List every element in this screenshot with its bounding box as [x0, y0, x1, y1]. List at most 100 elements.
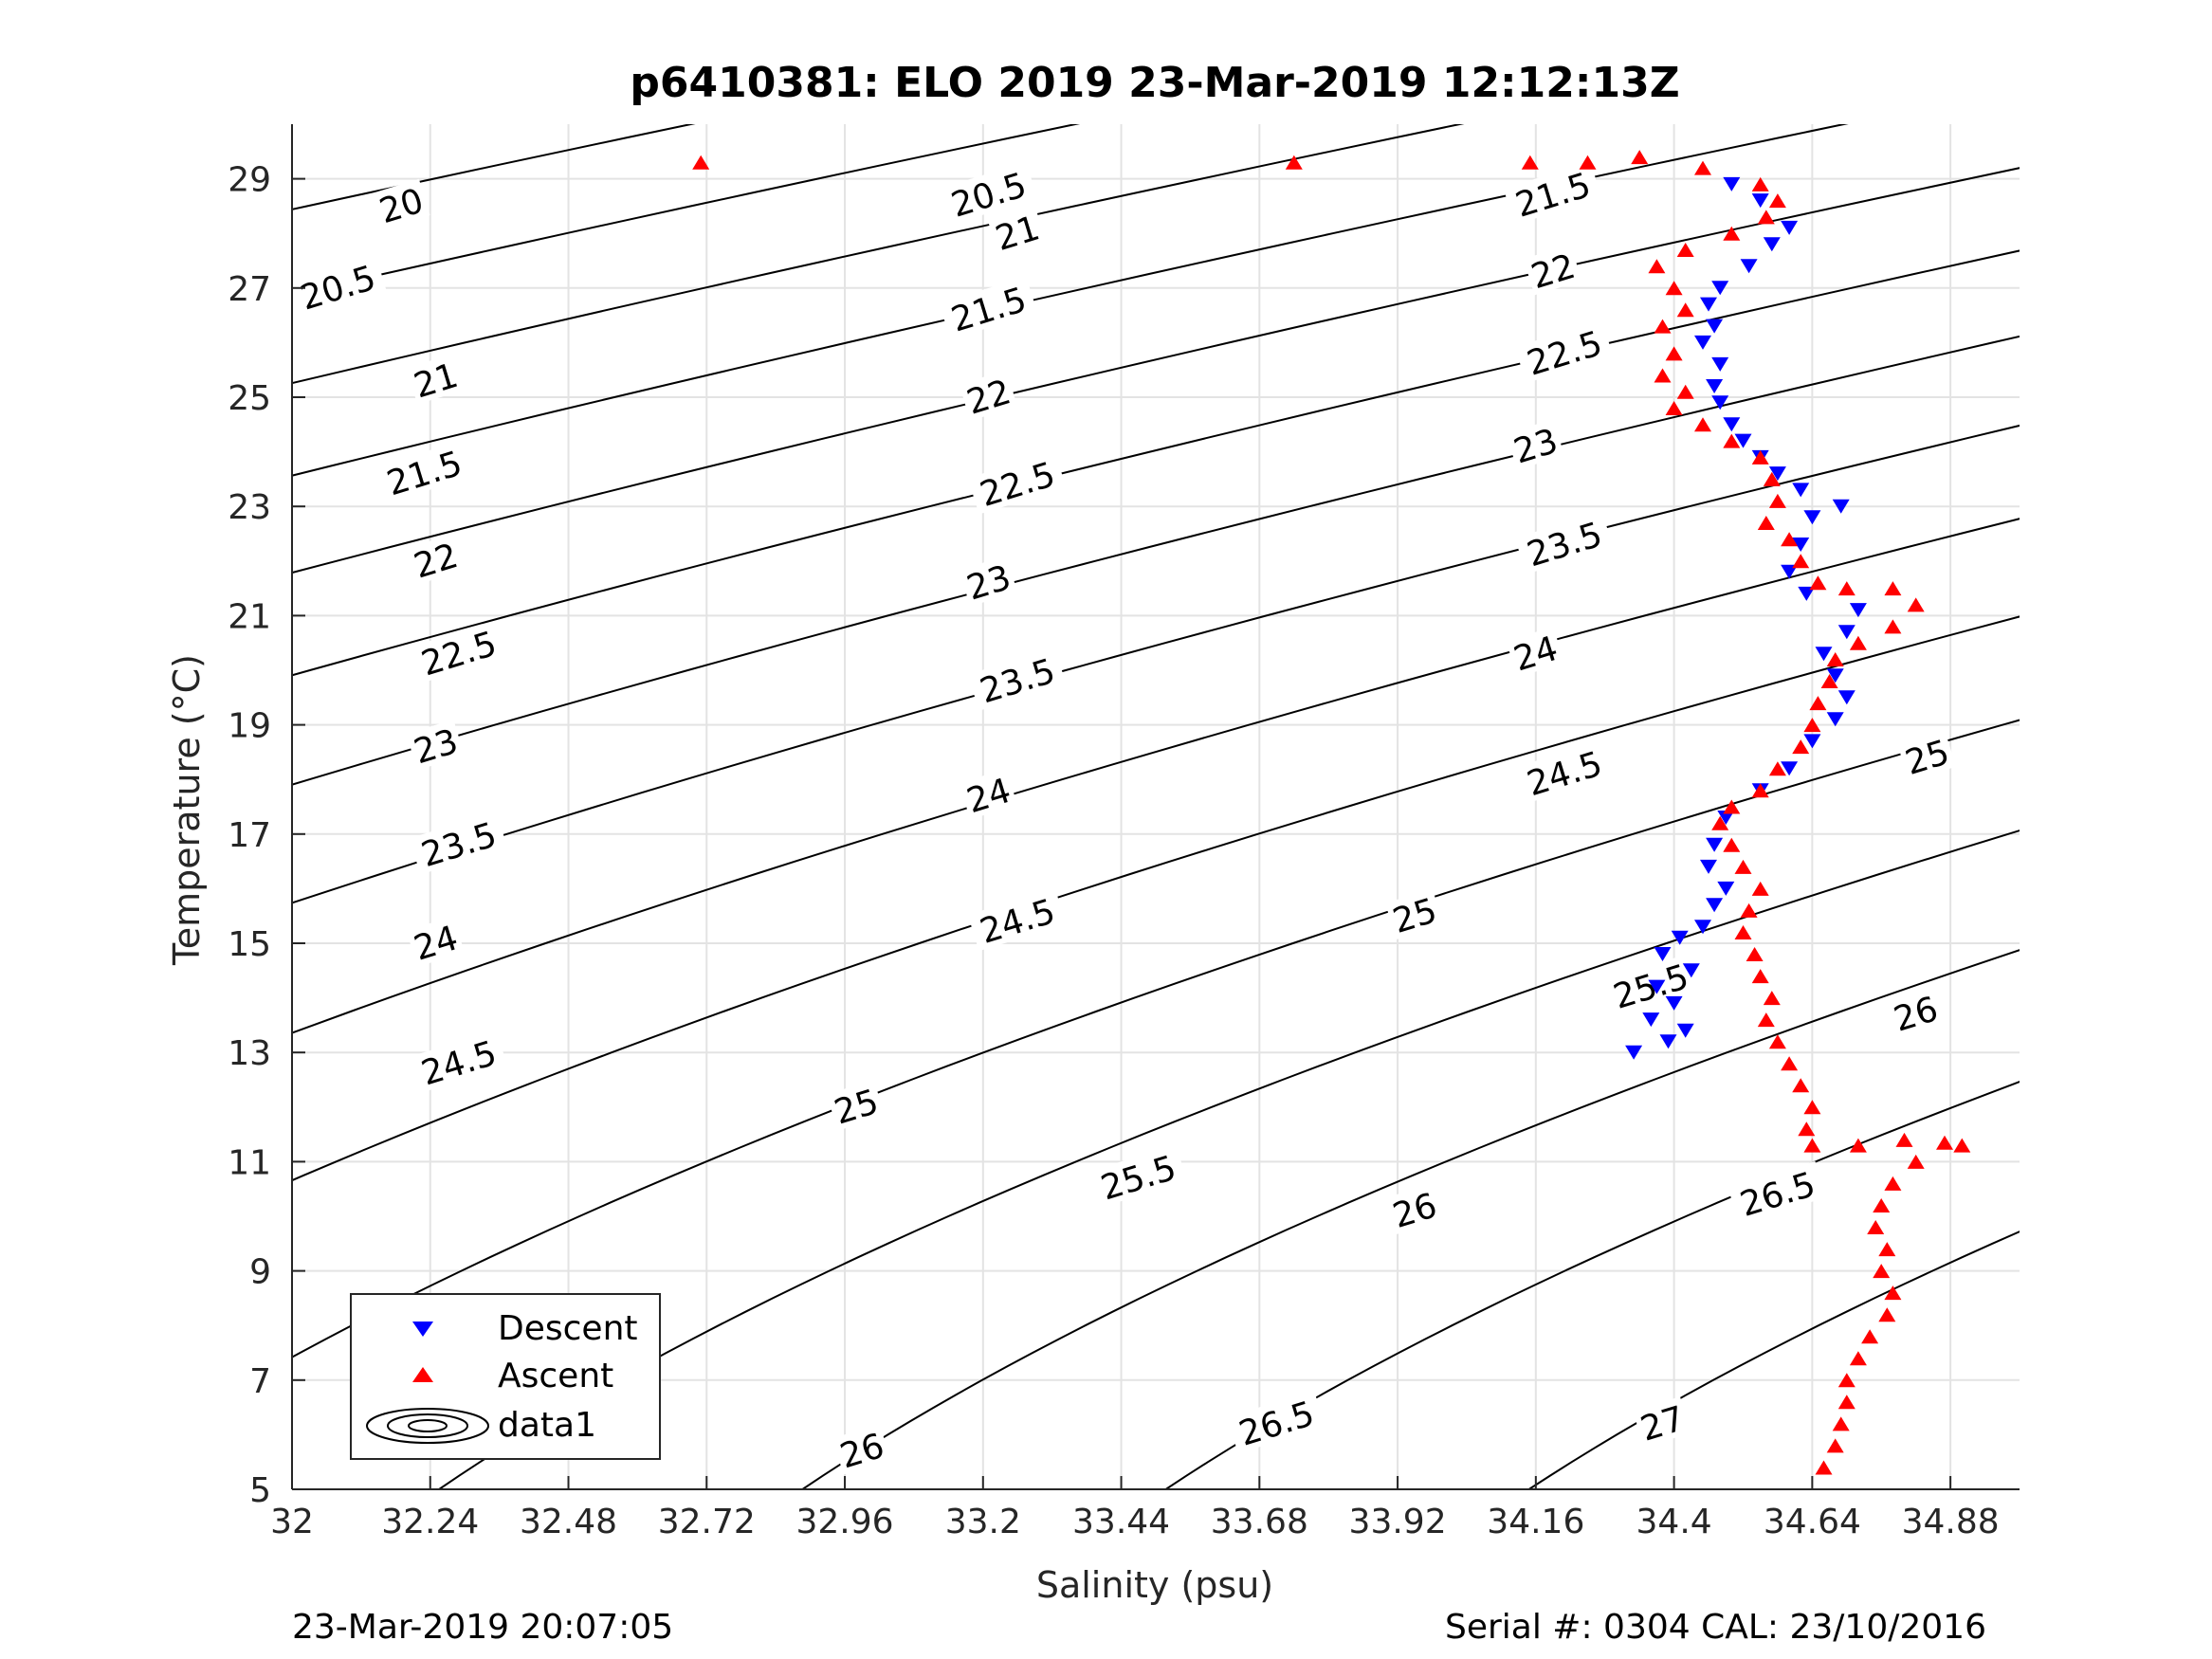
contour-label-bg	[1600, 954, 1700, 1017]
contour-label-bg	[375, 440, 473, 503]
data-point-ascent	[1734, 925, 1752, 939]
contour-label: 20	[372, 178, 430, 231]
data-point-ascent	[1837, 1395, 1856, 1410]
data-point-ascent	[1757, 516, 1775, 530]
data-point-ascent	[1861, 1329, 1879, 1344]
y-tick-label: 11	[228, 1143, 271, 1182]
contour-label-bg	[1523, 244, 1582, 296]
data-point-ascent	[1781, 1056, 1799, 1071]
data-point-ascent	[1665, 281, 1683, 296]
data-point-descent	[1781, 761, 1799, 776]
data-point-descent	[1734, 433, 1752, 448]
data-point-ascent	[1723, 226, 1741, 241]
x-tick-label: 33.68	[1211, 1503, 1308, 1541]
contour-label-bg	[1728, 1160, 1827, 1225]
data-point-descent	[1700, 297, 1717, 312]
y-tick-label: 23	[228, 488, 271, 527]
data-point-ascent	[1763, 991, 1781, 1006]
data-point-ascent	[1757, 210, 1775, 225]
data-point-descent	[1682, 963, 1700, 978]
legend-ascent-marker	[412, 1367, 433, 1382]
contour-line-22.5	[292, 249, 2020, 677]
data-point-ascent	[1792, 1078, 1810, 1093]
data-point-ascent	[1826, 652, 1844, 666]
x-tick-label: 34.64	[1764, 1503, 1861, 1541]
data-point-descent	[1654, 947, 1672, 961]
data-point-ascent	[1907, 1154, 1925, 1169]
data-point-descent	[1803, 510, 1821, 525]
data-point-descent	[1723, 176, 1741, 191]
x-tick-label: 32	[270, 1503, 314, 1541]
contour-label-bg	[406, 354, 465, 405]
data-point-ascent	[1953, 1138, 1971, 1153]
data-point-ascent	[1768, 493, 1786, 508]
data-point-ascent	[1676, 384, 1694, 399]
contour-label-bg	[1503, 161, 1602, 226]
y-tick-label: 17	[228, 816, 271, 855]
y-tick-label: 27	[228, 270, 271, 309]
contour-label-bg	[939, 276, 1038, 340]
data-point-descent	[1694, 335, 1711, 350]
data-point-ascent	[1803, 718, 1821, 733]
x-tick-label: 32.24	[381, 1503, 479, 1541]
data-point-ascent	[1936, 1135, 1953, 1150]
y-tick-label: 21	[228, 597, 271, 636]
data-point-descent	[1826, 668, 1844, 684]
data-point-descent	[1723, 417, 1741, 432]
y-tick-label: 7	[249, 1362, 271, 1401]
data-point-descent	[1625, 1045, 1643, 1060]
data-point-ascent	[1873, 1198, 1891, 1212]
contour-label-bg	[987, 206, 1047, 258]
data-point-ascent	[692, 155, 710, 170]
data-point-ascent	[1849, 1138, 1867, 1153]
footer-serial-cal: Serial #: 0304 CAL: 23/10/2016	[1445, 1608, 1986, 1647]
data-point-ascent	[1803, 1138, 1821, 1153]
contour-label: 22.5	[1514, 319, 1614, 384]
x-tick-label: 33.44	[1072, 1503, 1170, 1541]
legend: Descent Ascent data1	[350, 1293, 661, 1460]
contour-label-bg	[1897, 730, 1956, 782]
contour-label-bg	[1385, 1183, 1444, 1235]
data-point-ascent	[1798, 1121, 1816, 1137]
contour-label-bg	[1506, 419, 1564, 470]
contour-label: 26	[1385, 1183, 1444, 1236]
data-point-ascent	[1579, 155, 1597, 170]
contour-label-bg	[939, 161, 1038, 226]
y-tick-label: 15	[228, 925, 271, 964]
data-point-descent	[1694, 920, 1711, 935]
data-point-ascent	[1792, 739, 1810, 755]
data-point-ascent	[1849, 1351, 1867, 1366]
footer-timestamp: 23-Mar-2019 20:07:05	[292, 1608, 673, 1647]
contour-label: 26	[1886, 987, 1945, 1040]
contour-label-bg	[1227, 1390, 1325, 1454]
plot-area	[292, 124, 2020, 1489]
data-point-ascent	[1285, 155, 1303, 170]
x-tick-label: 34.16	[1487, 1503, 1584, 1541]
series-descent	[1625, 176, 1867, 1060]
data-point-descent	[1676, 1023, 1694, 1038]
data-point-ascent	[1867, 1220, 1885, 1234]
data-point-descent	[1711, 356, 1729, 372]
data-point-ascent	[1768, 1034, 1786, 1049]
data-point-ascent	[1631, 150, 1649, 165]
contour-label-bg	[1633, 1396, 1691, 1448]
contour-line-27	[1526, 1231, 2020, 1489]
contour-label-bg	[826, 1080, 886, 1131]
data-markers	[692, 150, 1971, 1475]
data-point-ascent	[1803, 1100, 1821, 1115]
data-point-descent	[1706, 837, 1724, 852]
data-point-ascent	[1884, 1176, 1902, 1191]
data-point-ascent	[1757, 1012, 1775, 1028]
contour-label-bg	[288, 254, 387, 319]
x-tick-label: 34.88	[1902, 1503, 2000, 1541]
contour-label: 22	[406, 534, 465, 587]
data-point-ascent	[1837, 1373, 1856, 1388]
y-tick-label: 19	[228, 707, 271, 746]
data-point-ascent	[1884, 1285, 1902, 1301]
contour-label-bg	[406, 534, 465, 585]
y-axis-label: Temperature (°C)	[166, 654, 208, 966]
contour-label-bg	[1088, 1144, 1187, 1208]
contour-label-bg	[409, 620, 508, 684]
contour-label-bg	[409, 1030, 508, 1093]
data-point-ascent	[1694, 160, 1711, 175]
